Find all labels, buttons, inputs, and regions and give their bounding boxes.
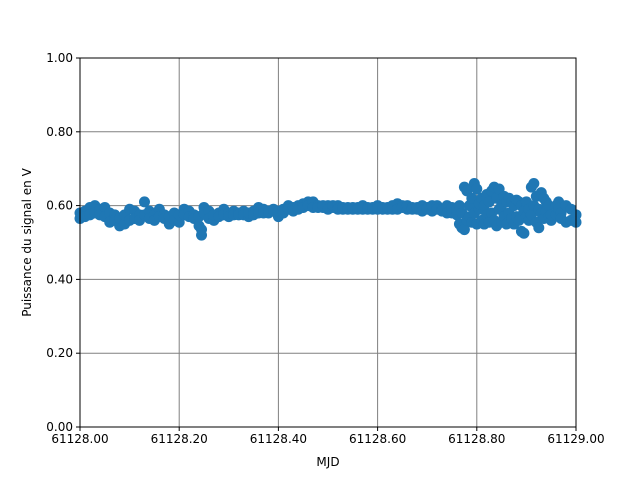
y-tick-label: 0.80 bbox=[46, 125, 73, 139]
y-axis-label: Puissance du signal en V bbox=[20, 167, 34, 316]
y-tick-label: 0.20 bbox=[46, 346, 73, 360]
y-axis-ticks: 0.00 0.20 0.40 0.60 0.80 1.00 bbox=[46, 51, 80, 434]
y-tick-label: 0.60 bbox=[46, 199, 73, 213]
data-point bbox=[533, 222, 545, 234]
data-points bbox=[74, 177, 582, 241]
data-point bbox=[458, 224, 470, 236]
x-tick-label: 61129.00 bbox=[547, 432, 604, 446]
x-axis-ticks: 61128.00 61128.20 61128.40 61128.60 61128.80… bbox=[51, 427, 605, 446]
plot-frame bbox=[79, 57, 577, 428]
y-tick-label: 1.00 bbox=[46, 51, 73, 65]
x-tick-label: 61128.60 bbox=[349, 432, 406, 446]
x-tick-label: 61128.40 bbox=[250, 432, 307, 446]
x-tick-label: 61128.20 bbox=[151, 432, 208, 446]
data-point bbox=[138, 196, 150, 208]
plot-background bbox=[80, 58, 576, 427]
x-axis-label: MJD bbox=[316, 455, 339, 469]
data-point bbox=[518, 227, 530, 239]
data-point bbox=[528, 177, 540, 189]
x-tick-label: 61128.80 bbox=[448, 432, 505, 446]
y-tick-label: 0.40 bbox=[46, 272, 73, 286]
x-tick-label: 61128.00 bbox=[51, 432, 108, 446]
y-tick-label: 0.00 bbox=[46, 420, 73, 434]
data-point bbox=[471, 183, 483, 195]
data-point bbox=[196, 224, 208, 236]
